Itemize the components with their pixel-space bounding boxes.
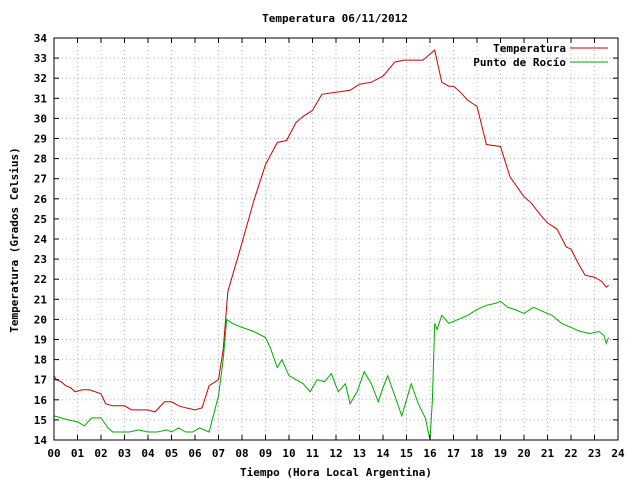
x-tick-label: 18 <box>470 447 483 460</box>
axis-ticks: 00 01 02 03 04 05 06 07 08 09 10 11 12 13 14 15 16 17 18 19… <box>34 32 625 460</box>
x-tick-label: 02 <box>94 447 107 460</box>
x-tick-label: 06 <box>188 447 202 460</box>
x-tick-label: 17 <box>447 447 460 460</box>
y-tick-label: 31 <box>34 92 48 105</box>
x-axis-label: Tiempo (Hora Local Argentina) <box>240 466 432 479</box>
y-tick-label: 19 <box>34 334 47 347</box>
x-tick-label: 05 <box>165 447 178 460</box>
y-tick-label: 26 <box>34 193 48 206</box>
chart-title: Temperatura 06/11/2012 <box>262 12 408 25</box>
y-tick-label: 24 <box>34 233 48 246</box>
x-tick-label: 08 <box>235 447 248 460</box>
x-tick-label: 09 <box>259 447 272 460</box>
x-tick-label: 22 <box>564 447 577 460</box>
x-tick-label: 12 <box>329 447 342 460</box>
x-tick-label: 21 <box>541 447 555 460</box>
y-axis-label: Temperatura (Grados Celsius) <box>8 147 21 332</box>
x-tick-label: 20 <box>517 447 530 460</box>
series-line-temperatura <box>53 49 609 413</box>
y-tick-label: 30 <box>34 112 47 125</box>
legend-label-temperatura: Temperatura <box>493 42 566 55</box>
y-tick-label: 14 <box>34 434 48 447</box>
y-tick-label: 29 <box>34 133 47 146</box>
y-tick-label: 22 <box>34 273 47 286</box>
y-tick-label: 18 <box>34 354 47 367</box>
x-tick-label: 13 <box>353 447 366 460</box>
x-tick-label: 11 <box>306 447 320 460</box>
x-tick-label: 19 <box>494 447 507 460</box>
x-tick-label: 04 <box>141 447 155 460</box>
y-tick-label: 17 <box>34 374 47 387</box>
y-tick-label: 32 <box>34 72 47 85</box>
x-tick-label: 03 <box>118 447 131 460</box>
x-tick-label: 14 <box>376 447 390 460</box>
x-tick-label: 23 <box>588 447 601 460</box>
x-tick-label: 24 <box>611 447 625 460</box>
y-tick-label: 16 <box>34 394 48 407</box>
y-tick-label: 25 <box>34 213 47 226</box>
x-tick-label: 07 <box>212 447 225 460</box>
x-tick-label: 00 <box>47 447 60 460</box>
x-tick-label: 01 <box>71 447 85 460</box>
x-tick-label: 15 <box>400 447 413 460</box>
grid <box>54 38 618 440</box>
series-line-punto-de-rocio <box>53 300 610 441</box>
y-tick-label: 27 <box>34 173 47 186</box>
x-tick-label: 16 <box>423 447 437 460</box>
legend-label-punto-de-rocio: Punto de Rocío <box>473 56 566 69</box>
y-tick-label: 21 <box>34 293 48 306</box>
legend: Temperatura Punto de Rocío <box>473 42 608 69</box>
y-tick-label: 15 <box>34 414 47 427</box>
y-tick-label: 28 <box>34 153 47 166</box>
series-layer <box>53 49 610 441</box>
y-tick-label: 20 <box>34 313 47 326</box>
y-tick-label: 23 <box>34 253 47 266</box>
y-tick-label: 33 <box>34 52 47 65</box>
x-tick-label: 10 <box>282 447 295 460</box>
y-tick-label: 34 <box>34 32 48 45</box>
